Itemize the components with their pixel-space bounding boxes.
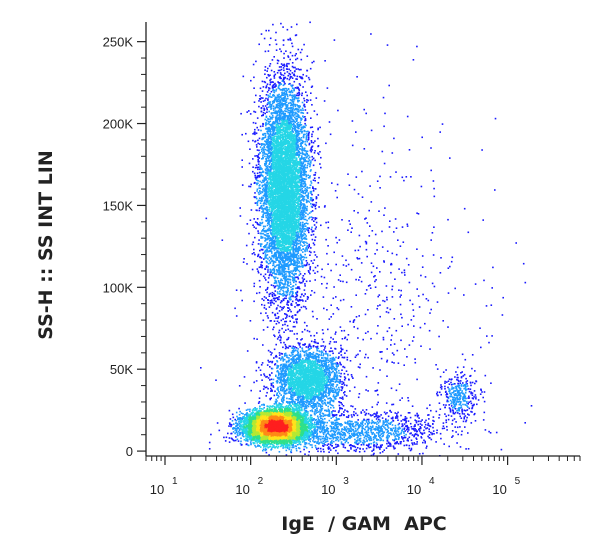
data-point: [227, 433, 229, 435]
data-point: [247, 409, 249, 411]
data-point: [231, 424, 233, 426]
data-point: [259, 407, 261, 409]
data-point: [238, 440, 240, 442]
data-point: [230, 426, 232, 428]
data-point: [296, 448, 298, 450]
data-point: [223, 437, 225, 439]
data-point: [317, 417, 319, 419]
data-point: [237, 435, 239, 437]
data-point: [256, 442, 258, 444]
data-point: [300, 451, 302, 453]
data-point: [290, 409, 292, 411]
data-point: [302, 441, 304, 443]
data-point: [262, 408, 264, 410]
data-point: [269, 409, 271, 411]
data-point: [239, 411, 241, 413]
data-point: [254, 442, 256, 444]
data-point: [250, 443, 252, 445]
data-point: [249, 409, 251, 411]
data-point: [286, 450, 288, 452]
data-point: [240, 441, 242, 443]
data-point: [239, 414, 241, 416]
data-point: [267, 406, 269, 408]
data-point: [240, 438, 242, 440]
data-point: [279, 451, 281, 453]
data-point: [249, 411, 251, 413]
data-point: [252, 442, 254, 444]
data-point: [233, 423, 235, 425]
data-point: [233, 417, 235, 419]
data-point: [288, 449, 290, 451]
data-point: [278, 446, 280, 448]
data-point: [237, 439, 239, 441]
data-point: [250, 441, 252, 443]
data-point: [263, 446, 265, 448]
data-point: [240, 424, 242, 426]
data-point: [273, 442, 275, 444]
data-point: [310, 444, 312, 446]
data-point: [273, 408, 275, 410]
data-point: [297, 444, 299, 446]
data-point: [307, 415, 309, 417]
data-point: [261, 408, 263, 410]
data-point: [233, 431, 235, 433]
data-point: [259, 406, 261, 408]
data-point: [305, 446, 307, 448]
data-point: [244, 414, 246, 416]
data-point: [217, 422, 219, 424]
data-point: [257, 444, 259, 446]
data-point: [289, 447, 291, 449]
data-point: [229, 423, 231, 425]
data-point: [232, 414, 234, 416]
data-point: [229, 410, 231, 412]
data-point: [229, 441, 231, 443]
data-point: [238, 431, 240, 433]
